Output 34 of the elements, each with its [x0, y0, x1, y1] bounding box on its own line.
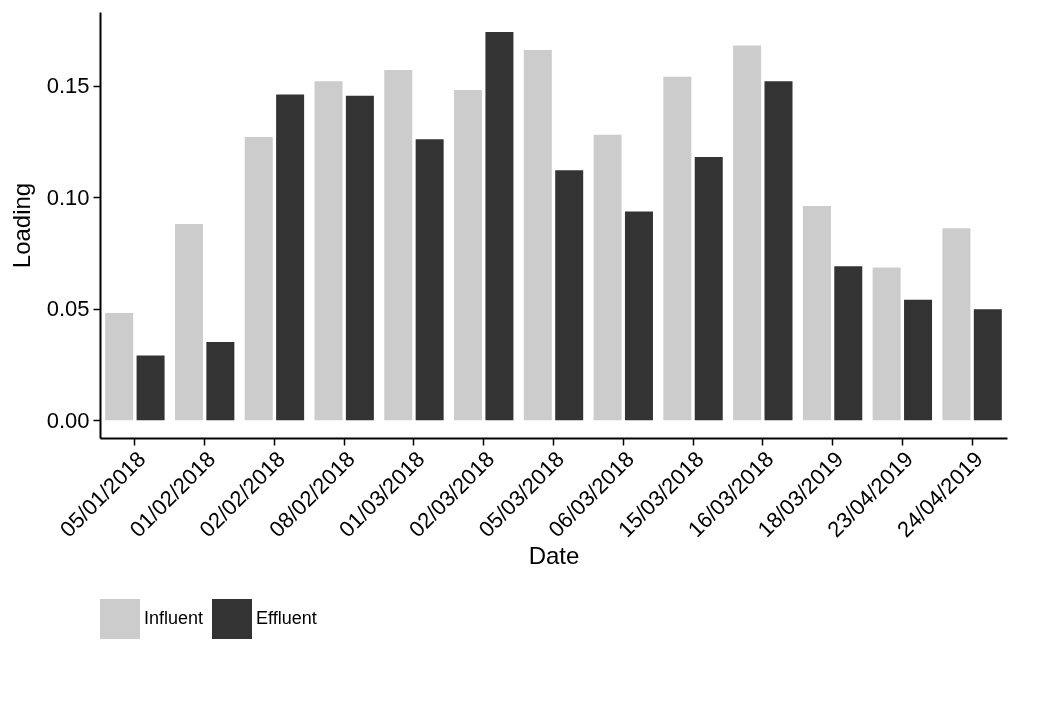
- bar: [872, 267, 901, 421]
- legend-label: Influent: [144, 608, 204, 628]
- x-axis-title: Date: [528, 542, 580, 570]
- y-tick-label: 0.10: [46, 184, 90, 210]
- bar: [624, 211, 653, 421]
- bar: [973, 309, 1002, 421]
- bar: [206, 342, 235, 421]
- y-tick-label: 0.00: [46, 407, 90, 433]
- bar: [276, 94, 305, 421]
- bar: [174, 223, 203, 421]
- bar: [244, 136, 273, 421]
- y-axis-title: Loading: [7, 182, 35, 269]
- bar: [733, 45, 762, 421]
- bar: [415, 139, 444, 421]
- bar: [454, 90, 483, 421]
- bar: [384, 69, 413, 421]
- y-tick-label: 0.15: [46, 73, 90, 99]
- bar: [314, 81, 343, 421]
- bar: [136, 355, 165, 421]
- bar: [834, 266, 863, 421]
- bar: [345, 95, 374, 421]
- bar: [802, 206, 831, 421]
- bar: [904, 299, 933, 421]
- bar: [764, 81, 793, 421]
- bar: [942, 228, 971, 421]
- bar: [694, 156, 723, 421]
- bar: [485, 32, 514, 421]
- y-tick-label: 0.05: [46, 296, 90, 322]
- bar: [105, 313, 134, 421]
- bar: [555, 170, 584, 421]
- bar: [663, 76, 692, 421]
- bar: [523, 49, 552, 421]
- legend-label: Effluent: [256, 608, 317, 628]
- bar: [593, 134, 622, 421]
